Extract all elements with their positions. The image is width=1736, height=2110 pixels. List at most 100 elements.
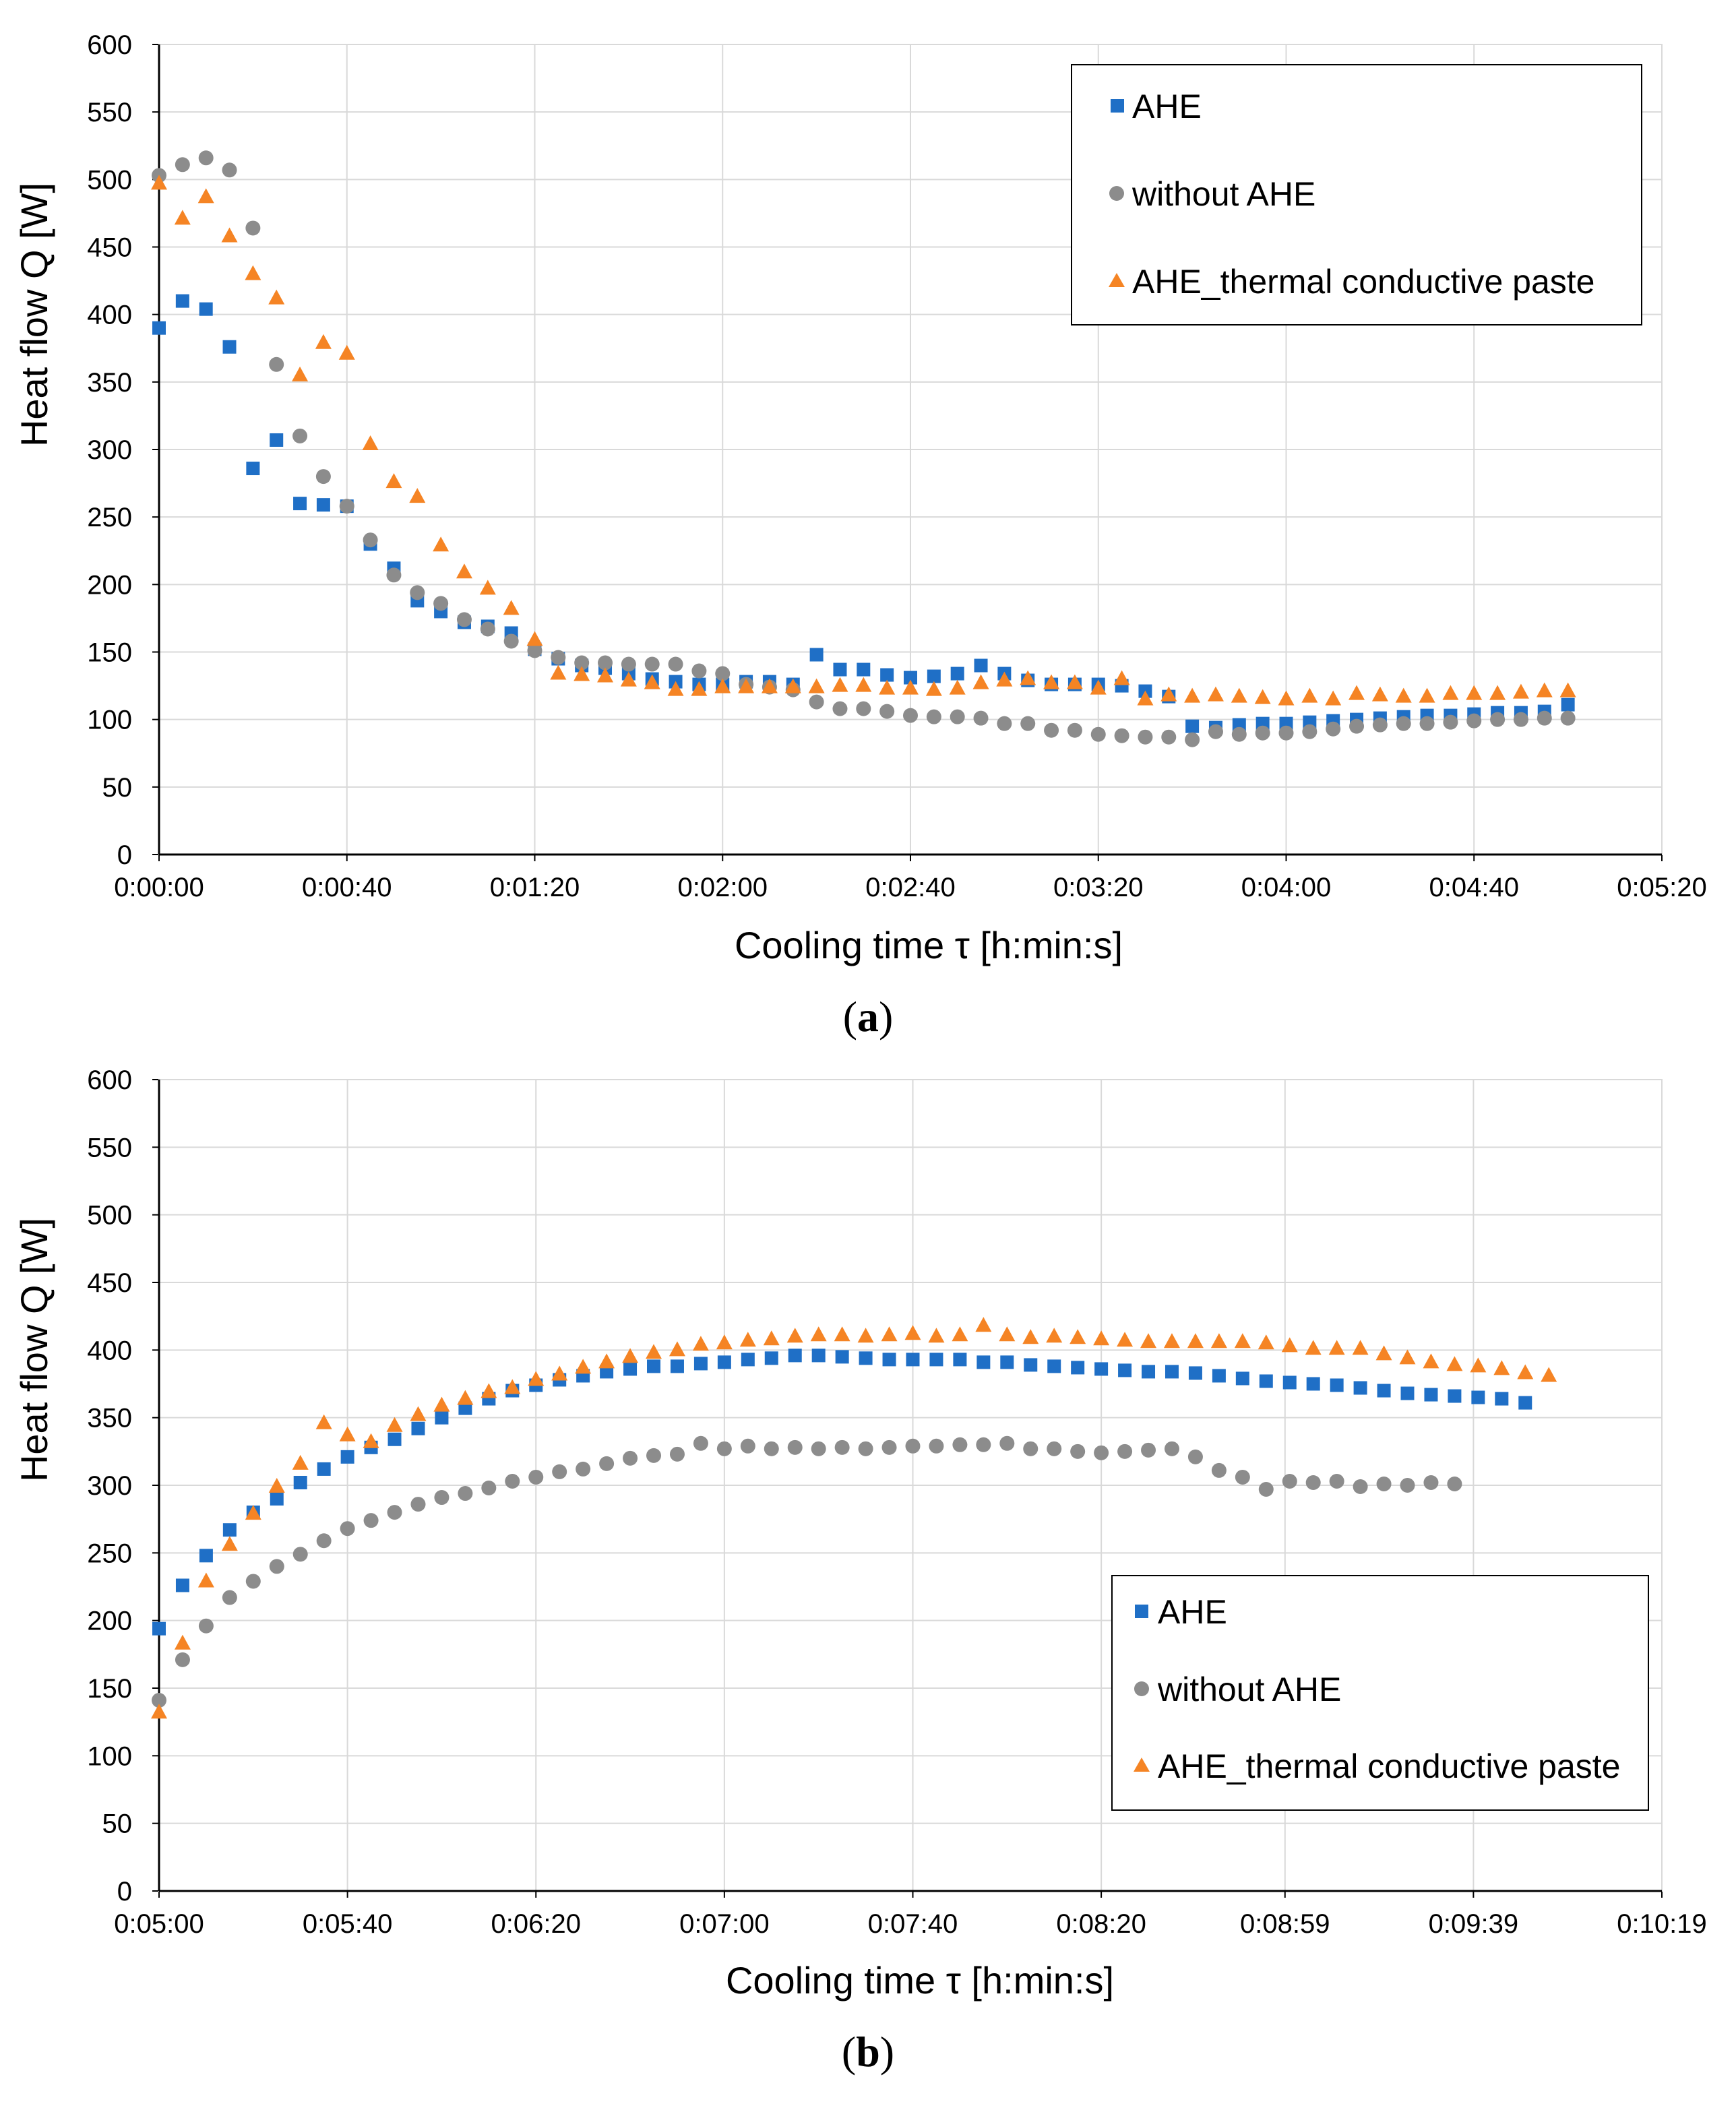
point-ahe (809, 648, 824, 662)
point-ahe-thermal-conductive-paste (952, 1326, 968, 1342)
point-ahe-thermal-conductive-paste (1020, 670, 1036, 685)
point-ahe-thermal-conductive-paste (928, 1328, 945, 1343)
y-tick-label: 400 (87, 301, 132, 330)
y-tick-label: 200 (87, 570, 132, 600)
point-ahe-thermal-conductive-paste (1254, 689, 1271, 704)
point-without-ahe (1164, 1441, 1179, 1456)
point-ahe-thermal-conductive-paste (881, 1326, 898, 1342)
point-ahe-thermal-conductive-paste (1470, 1357, 1487, 1373)
point-ahe (270, 433, 284, 447)
point-ahe (1047, 1359, 1061, 1373)
data-points (151, 150, 1576, 747)
point-ahe (833, 662, 847, 677)
point-ahe-thermal-conductive-paste (972, 674, 989, 689)
point-ahe-thermal-conductive-paste (667, 681, 684, 696)
point-without-ahe (1329, 1473, 1344, 1489)
point-without-ahe (929, 1438, 944, 1454)
y-tick-label: 450 (87, 233, 132, 263)
point-ahe (976, 1355, 991, 1369)
point-ahe (929, 1353, 943, 1367)
point-ahe (859, 1351, 873, 1365)
legend-box (1111, 1575, 1649, 1811)
point-ahe (388, 1432, 402, 1446)
point-ahe (741, 1353, 755, 1367)
x-tick-label: 0:08:59 (1240, 1909, 1330, 1939)
point-without-ahe (621, 656, 636, 672)
y-tick-label: 300 (87, 1471, 132, 1501)
legend-marker-without-ahe (1134, 1681, 1149, 1696)
data-points (151, 1317, 1557, 1719)
point-ahe (670, 1359, 684, 1373)
point-without-ahe (410, 585, 425, 600)
point-ahe (1000, 1355, 1014, 1369)
point-ahe-thermal-conductive-paste (999, 1326, 1016, 1342)
point-ahe-thermal-conductive-paste (1160, 686, 1177, 702)
point-without-ahe (809, 694, 824, 710)
point-without-ahe (576, 1461, 591, 1477)
point-ahe-thermal-conductive-paste (1043, 674, 1060, 689)
point-without-ahe (1419, 716, 1435, 731)
point-without-ahe (1349, 718, 1365, 734)
point-without-ahe (1282, 1473, 1297, 1489)
point-ahe (953, 1353, 967, 1367)
point-ahe (600, 1365, 614, 1379)
y-tick-label: 600 (87, 30, 132, 60)
point-without-ahe (764, 1441, 779, 1456)
legend-marker-ahe (1111, 99, 1124, 113)
point-without-ahe (834, 1439, 850, 1455)
point-without-ahe (387, 1505, 402, 1520)
x-tick-label: 0:04:40 (1429, 873, 1519, 902)
point-ahe (246, 462, 260, 476)
legend-marker-paste (1134, 1758, 1150, 1772)
point-without-ahe (1305, 1475, 1321, 1490)
point-ahe (882, 1353, 896, 1367)
point-without-ahe (1400, 1478, 1415, 1493)
point-ahe-thermal-conductive-paste (1207, 686, 1224, 702)
point-without-ahe (340, 1521, 355, 1537)
point-ahe (199, 302, 213, 316)
point-ahe-thermal-conductive-paste (1258, 1334, 1274, 1350)
point-ahe-thermal-conductive-paste (1163, 1333, 1180, 1348)
point-ahe-thermal-conductive-paste (902, 679, 919, 695)
point-ahe-thermal-conductive-paste (692, 1336, 709, 1351)
point-ahe-thermal-conductive-paste (644, 674, 660, 689)
point-without-ahe (1020, 716, 1036, 731)
point-without-ahe (528, 1469, 544, 1485)
point-without-ahe (598, 655, 613, 671)
point-ahe-thermal-conductive-paste (338, 344, 355, 360)
point-without-ahe (787, 1439, 803, 1455)
point-without-ahe (644, 656, 660, 672)
point-ahe-thermal-conductive-paste (1022, 1329, 1039, 1344)
point-ahe-thermal-conductive-paste (857, 1328, 874, 1343)
point-ahe (152, 321, 166, 335)
point-without-ahe (175, 1652, 190, 1667)
point-without-ahe (976, 1437, 991, 1452)
point-without-ahe (1423, 1475, 1439, 1490)
y-tick-label: 250 (87, 1539, 132, 1568)
point-ahe-thermal-conductive-paste (1399, 1349, 1416, 1365)
point-without-ahe (832, 701, 848, 716)
x-tick-label: 0:03:20 (1053, 873, 1143, 902)
legend-box (1071, 64, 1642, 325)
point-ahe (1424, 1388, 1438, 1402)
x-tick-labels: 0:05:00 0:05:40 0:06:20 0:07:00 0:07:40 0:08:… (114, 1909, 1706, 1939)
point-without-ahe (410, 1497, 426, 1512)
point-ahe-thermal-conductive-paste (879, 679, 896, 695)
point-ahe (340, 1450, 354, 1464)
legend-label-without-ahe: without AHE (1157, 1671, 1341, 1708)
point-ahe-thermal-conductive-paste (763, 1330, 780, 1346)
point-ahe (1259, 1374, 1273, 1388)
point-ahe (1165, 1365, 1179, 1379)
point-ahe-thermal-conductive-paste (622, 1348, 639, 1363)
point-without-ahe (1255, 725, 1270, 741)
point-ahe (857, 662, 871, 677)
point-without-ahe (1258, 1482, 1274, 1497)
point-ahe-thermal-conductive-paste (1536, 682, 1553, 697)
point-without-ahe (1396, 716, 1411, 731)
point-without-ahe (973, 710, 989, 726)
point-ahe-thermal-conductive-paste (1140, 1333, 1157, 1348)
point-ahe-thermal-conductive-paste (1210, 1333, 1227, 1348)
point-without-ahe (245, 220, 261, 236)
point-without-ahe (1443, 714, 1458, 730)
point-without-ahe (1235, 1469, 1250, 1485)
